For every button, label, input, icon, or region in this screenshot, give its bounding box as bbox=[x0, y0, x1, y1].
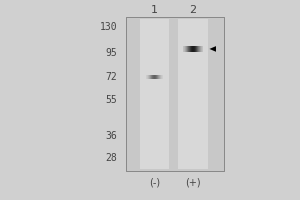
Text: 1: 1 bbox=[151, 5, 158, 15]
Text: (+): (+) bbox=[185, 178, 201, 188]
Text: 36: 36 bbox=[106, 131, 117, 141]
Bar bbox=[126, 17, 224, 171]
Text: 95: 95 bbox=[106, 48, 117, 58]
Bar bbox=[178, 19, 208, 169]
Bar bbox=[140, 19, 169, 169]
Polygon shape bbox=[209, 46, 216, 52]
Text: 2: 2 bbox=[190, 5, 197, 15]
Text: 55: 55 bbox=[106, 95, 117, 105]
Text: 28: 28 bbox=[106, 153, 117, 163]
Text: 130: 130 bbox=[100, 22, 117, 32]
Text: 72: 72 bbox=[106, 72, 117, 82]
Bar bbox=[126, 17, 224, 171]
Text: (-): (-) bbox=[149, 178, 160, 188]
